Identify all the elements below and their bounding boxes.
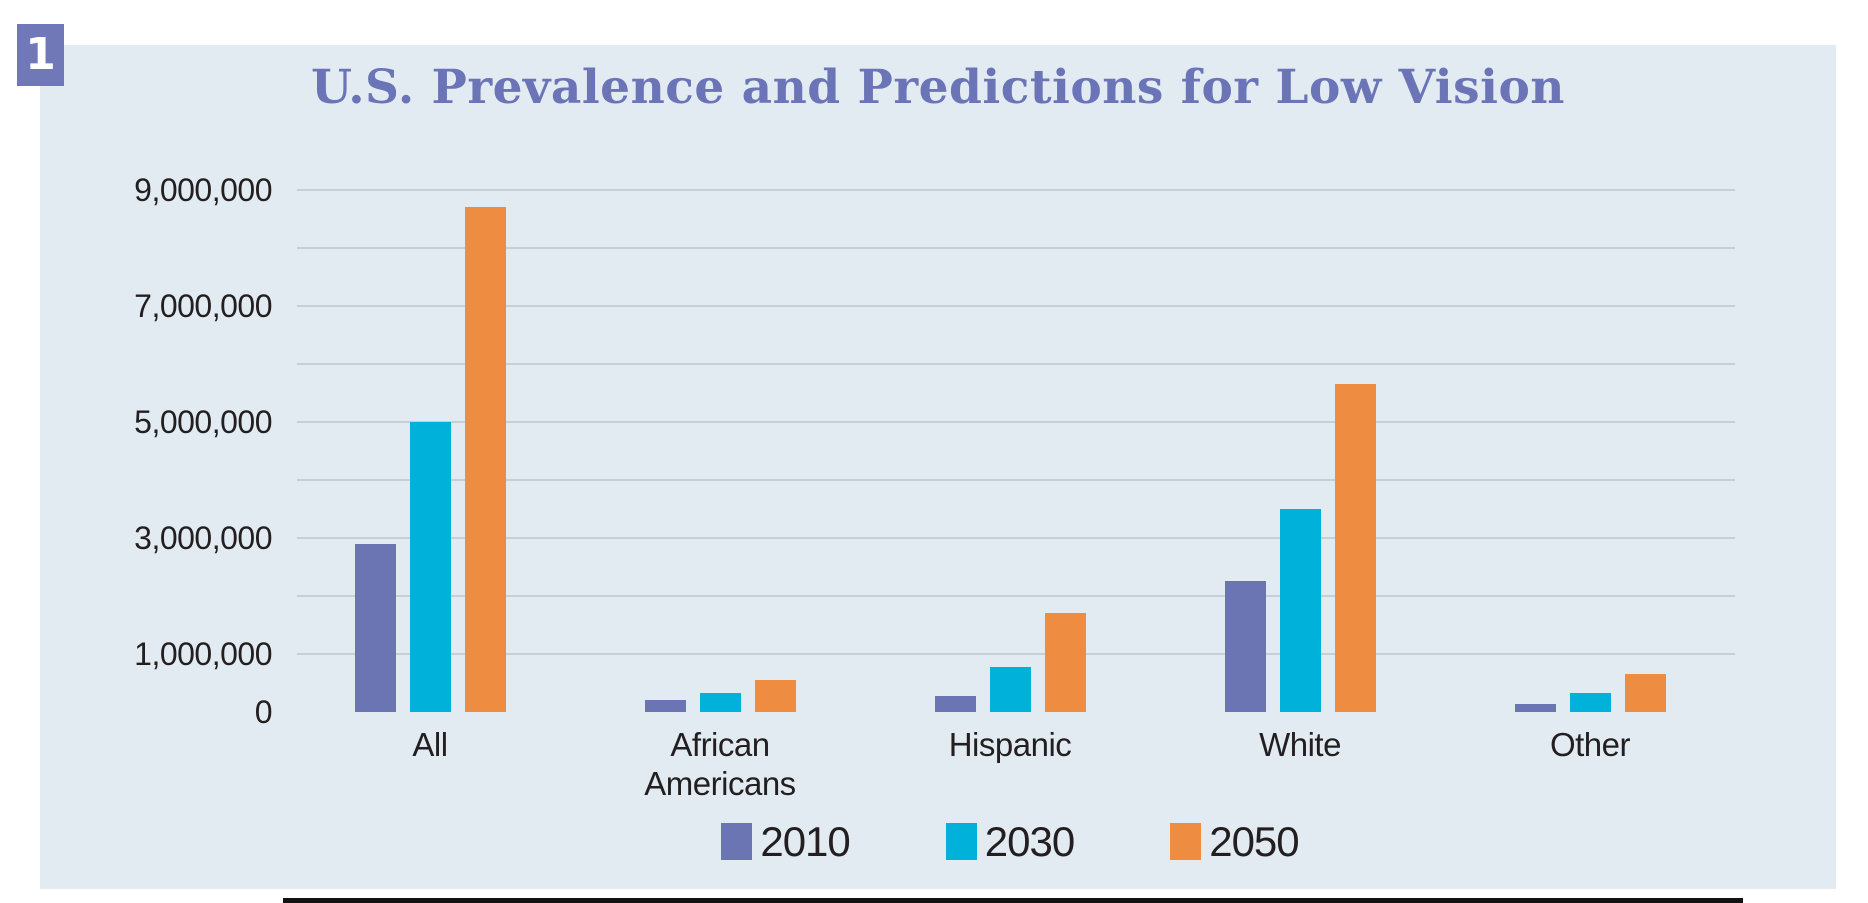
figure-number: 1 <box>25 29 56 80</box>
bar-2050-all <box>464 207 506 712</box>
y-tick-label: 1,000,000 <box>134 636 272 672</box>
bar-2010-white <box>1224 581 1266 712</box>
x-category-label-wrap: White <box>1155 726 1445 765</box>
y-tick-label: 0 <box>254 694 273 730</box>
bar-group-white <box>1155 384 1445 712</box>
legend-item-2050: 2050 <box>1170 818 1300 865</box>
bar-2010-african-americans <box>644 700 686 712</box>
gridline <box>297 653 1735 655</box>
legend-label: 2030 <box>984 818 1075 865</box>
bar-2050-african-americans <box>754 680 796 712</box>
gridline <box>297 305 1735 307</box>
chart-panel <box>40 45 1836 889</box>
legend-item-2030: 2030 <box>945 818 1075 865</box>
gridline <box>297 363 1735 365</box>
legend-swatch-2050 <box>1170 823 1202 860</box>
x-category-label: Other <box>1549 726 1631 763</box>
gridline <box>297 247 1735 249</box>
y-tick-label: 3,000,000 <box>134 520 272 556</box>
x-category-label: All <box>412 726 448 763</box>
legend-swatch-2030 <box>945 823 977 860</box>
bar-2010-hispanic <box>934 696 976 712</box>
x-category-label: African Americans <box>644 726 796 802</box>
y-tick-label: 5,000,000 <box>134 404 272 440</box>
y-tick-label: 7,000,000 <box>134 288 272 324</box>
x-category-label-wrap: Hispanic <box>865 726 1155 765</box>
bar-2010-other <box>1514 704 1556 712</box>
bar-2030-hispanic <box>989 667 1031 712</box>
bar-2010-all <box>354 544 396 712</box>
bar-2050-white <box>1334 384 1376 712</box>
x-category-label-wrap: All <box>285 726 575 765</box>
gridline <box>297 537 1735 539</box>
gridline <box>297 421 1735 423</box>
legend-label: 2010 <box>760 818 850 865</box>
bar-2030-all <box>409 422 451 712</box>
bar-2050-other <box>1624 674 1666 712</box>
gridline <box>297 189 1735 191</box>
bar-2030-other <box>1569 693 1611 712</box>
plot-area <box>283 189 1743 903</box>
figure-number-badge: 1 <box>17 24 64 86</box>
bar-group-other <box>1445 674 1735 712</box>
chart-title: U.S. Prevalence and Predictions for Low … <box>311 60 1565 115</box>
x-category-label-wrap: Other <box>1445 726 1735 765</box>
bar-2050-hispanic <box>1044 613 1086 712</box>
x-category-label: White <box>1259 726 1341 763</box>
bar-2030-white <box>1279 509 1321 712</box>
gridline <box>297 595 1735 597</box>
legend-label: 2050 <box>1209 818 1299 865</box>
chart-legend: 2010 2030 2050 <box>285 820 1735 864</box>
legend-swatch-2010 <box>721 823 753 860</box>
bar-group-african-americans <box>575 680 865 712</box>
bar-2030-african-americans <box>699 693 741 712</box>
x-category-label: Hispanic <box>948 726 1072 763</box>
x-category-label-wrap: African Americans <box>575 726 865 804</box>
legend-item-2010: 2010 <box>721 818 851 865</box>
bar-group-hispanic <box>865 613 1155 712</box>
bar-group-all <box>285 207 575 712</box>
x-axis-line <box>283 898 1743 903</box>
y-tick-label: 9,000,000 <box>134 172 272 208</box>
gridline <box>297 479 1735 481</box>
